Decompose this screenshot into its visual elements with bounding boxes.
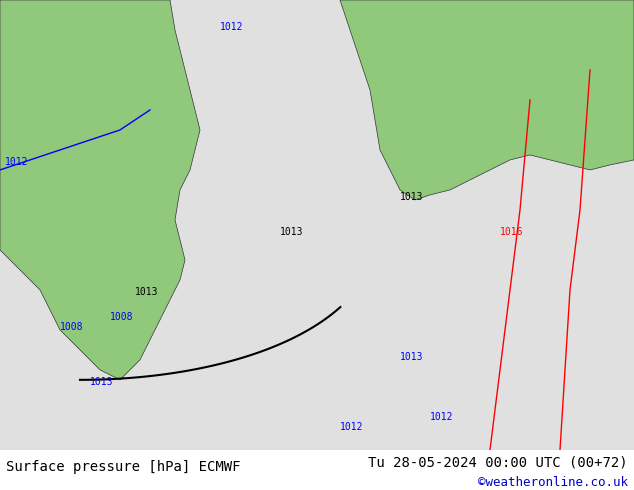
Text: 1013: 1013 [135, 287, 158, 297]
Text: 1016: 1016 [500, 227, 524, 237]
Polygon shape [340, 0, 634, 200]
Text: Surface pressure [hPa] ECMWF: Surface pressure [hPa] ECMWF [6, 460, 241, 474]
Text: 1012: 1012 [430, 412, 453, 422]
Polygon shape [0, 0, 200, 380]
Text: Tu 28-05-2024 00:00 UTC (00+72): Tu 28-05-2024 00:00 UTC (00+72) [368, 456, 628, 470]
Text: 1013: 1013 [90, 377, 113, 387]
Text: 1013: 1013 [400, 192, 424, 202]
Text: 1008: 1008 [60, 322, 84, 332]
Text: 1012: 1012 [5, 157, 29, 167]
Text: 1012: 1012 [340, 422, 363, 432]
Text: 1008: 1008 [110, 312, 134, 322]
Text: 1013: 1013 [400, 352, 424, 362]
Text: ©weatheronline.co.uk: ©weatheronline.co.uk [477, 476, 628, 489]
Text: 1013: 1013 [280, 227, 304, 237]
Text: 1012: 1012 [220, 22, 243, 32]
